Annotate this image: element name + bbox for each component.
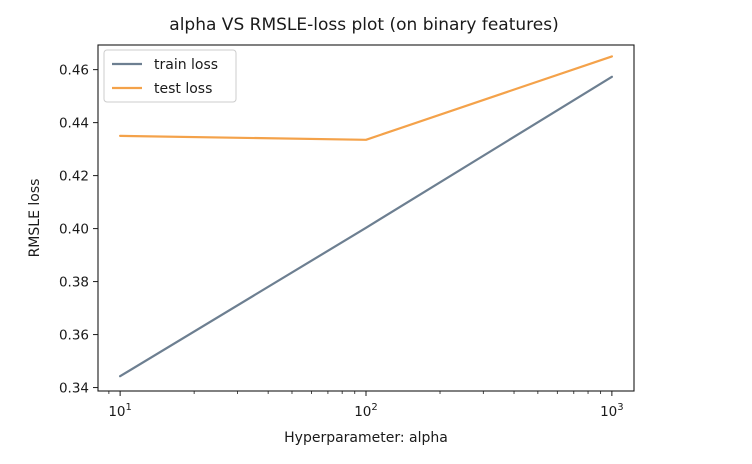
x-tick-label-2: 103 [600,402,624,420]
series-line-0 [118,75,614,378]
x-axis: 101 102 103 [108,391,624,420]
y-tick-label-1: 0.36 [59,328,89,344]
y-tick-label-4: 0.42 [59,169,89,185]
x-tick-base-1: 10 [354,404,371,420]
legend-label-0: train loss [154,57,218,73]
x-tick-exp-1: 2 [371,402,377,413]
x-tick-exp-0: 1 [126,402,132,413]
y-tick-label-6: 0.46 [59,63,89,79]
series-line-1 [118,55,614,141]
legend: train loss test loss [103,49,237,103]
legend-label-1: test loss [154,81,212,97]
x-tick-exp-2: 3 [617,402,623,413]
chart-title: alpha VS RMSLE-loss plot (on binary feat… [169,15,558,35]
x-tick-base-0: 10 [108,404,125,420]
y-axis-label: RMSLE loss [27,179,43,258]
x-axis-label: Hyperparameter: alpha [284,430,448,446]
y-tick-label-5: 0.44 [59,116,89,132]
x-tick-label-0: 101 [108,402,132,420]
x-tick-base-2: 10 [600,404,617,420]
y-tick-label-0: 0.34 [59,381,89,397]
y-axis: 0.34 0.36 0.38 0.40 0.42 0.44 0.46 [59,63,98,397]
x-tick-label-1: 102 [354,402,378,420]
series-layer [118,55,614,378]
y-tick-label-2: 0.38 [59,275,89,291]
y-tick-label-3: 0.40 [59,222,89,238]
